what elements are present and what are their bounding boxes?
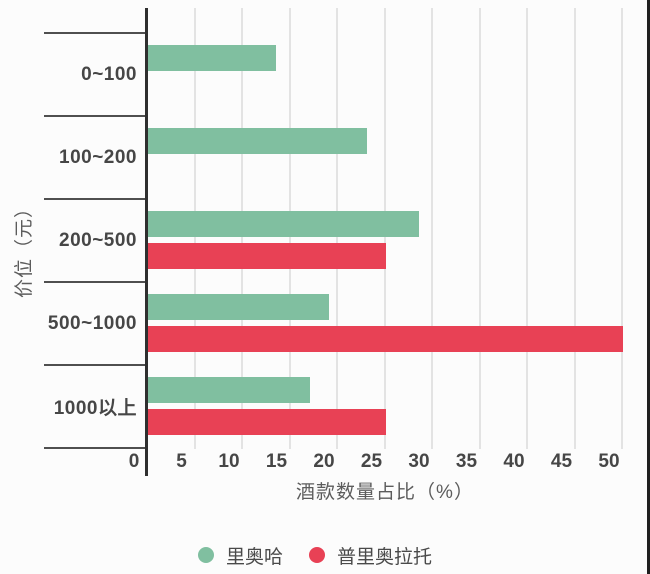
category-tick-line <box>44 364 147 366</box>
legend-label-rioja: 里奥哈 <box>225 546 283 568</box>
category-tick-line <box>44 198 147 200</box>
category-tick-line <box>44 115 147 117</box>
bar-里奥哈-200~500 <box>148 211 419 237</box>
x-tick-label: 5 <box>176 451 187 472</box>
category-tick-line <box>44 281 147 283</box>
x-tick-label: 40 <box>503 451 525 472</box>
legend-item-priorat: 普里奥拉托 <box>309 542 432 569</box>
gridline <box>573 8 576 449</box>
x-tick-label: 10 <box>218 451 240 472</box>
category-tick-line <box>44 447 147 449</box>
gridline <box>431 8 433 449</box>
bar-普里奥拉托-1000以上 <box>148 409 386 435</box>
y-axis-line <box>145 8 148 476</box>
bar-里奥哈-100~200 <box>148 128 367 154</box>
x-tick-label: 50 <box>598 451 620 472</box>
bar-里奥哈-1000以上 <box>148 377 310 403</box>
category-label: 500~1000 <box>47 312 137 334</box>
x-axis-title: 酒款数量占比（%） <box>296 482 474 503</box>
legend-marker-rioja-icon <box>197 547 214 563</box>
legend: 里奥哈 普里奥拉托 <box>0 540 630 570</box>
category-label: 1000以上 <box>53 398 137 419</box>
category-label: 100~200 <box>59 146 137 168</box>
x-tick-label: 15 <box>265 451 288 472</box>
x-tick-label: 35 <box>455 451 478 472</box>
gridline <box>478 8 481 449</box>
legend-marker-priorat-icon <box>309 547 325 563</box>
x-tick-label: 45 <box>550 451 573 472</box>
x-tick-label: 0 <box>128 451 140 472</box>
bar-里奥哈-0~100 <box>148 45 277 71</box>
x-tick-label: 25 <box>360 451 383 472</box>
legend-item-rioja: 里奥哈 <box>197 542 283 569</box>
y-axis-title: 价位（元） <box>14 198 35 299</box>
bar-普里奥拉托-200~500 <box>148 243 386 269</box>
x-tick-label: 20 <box>313 451 335 472</box>
x-tick-label: 30 <box>408 451 430 472</box>
category-label: 200~500 <box>59 229 137 251</box>
bar-普里奥拉托-500~1000 <box>148 326 623 352</box>
gridline <box>526 8 528 449</box>
category-tick-line <box>44 32 147 34</box>
gridline <box>621 8 623 449</box>
bar-里奥哈-500~1000 <box>148 294 329 320</box>
category-label: 0~100 <box>81 63 137 85</box>
legend-label-priorat: 普里奥拉托 <box>337 546 433 568</box>
image-right-border <box>647 0 650 574</box>
